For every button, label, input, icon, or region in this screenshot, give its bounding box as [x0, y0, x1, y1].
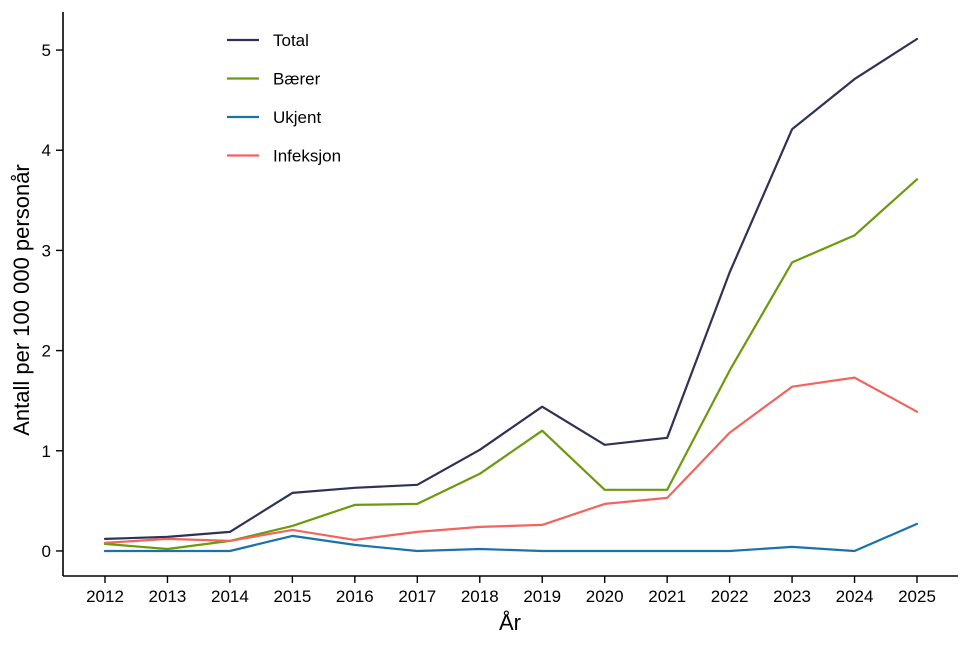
y-tick-label: 5: [42, 41, 51, 60]
x-axis-title: År: [499, 610, 521, 635]
legend-label: Total: [273, 31, 309, 50]
x-tick-label: 2012: [86, 587, 124, 606]
x-tick-label: 2017: [398, 587, 436, 606]
series-line-ukjent: [103, 522, 919, 553]
legend-label: Bærer: [273, 70, 321, 89]
x-tick-label: 2025: [898, 587, 936, 606]
x-tick-label: 2024: [836, 587, 874, 606]
x-tick-label: 2020: [586, 587, 624, 606]
x-tick-label: 2018: [461, 587, 499, 606]
x-ticks: 2012 2013 2014 2015 2016 2017 2018 2019 2020 2021…: [86, 576, 936, 606]
legend-label: Infeksjon: [273, 147, 341, 166]
y-tick-label: 3: [42, 241, 51, 260]
series-lines: [103, 37, 919, 553]
y-tick-label: 2: [42, 342, 51, 361]
series-line-total: [103, 37, 919, 541]
series-line-infeksjon: [103, 376, 919, 545]
x-tick-label: 2014: [211, 587, 249, 606]
x-tick-label: 2015: [273, 587, 311, 606]
axes: [62, 12, 958, 577]
y-tick-label: 0: [42, 542, 51, 561]
x-tick-label: 2019: [523, 587, 561, 606]
x-tick-label: 2013: [149, 587, 187, 606]
y-tick-label: 1: [42, 442, 51, 461]
x-tick-label: 2023: [773, 587, 811, 606]
y-tick-label: 4: [42, 141, 51, 160]
x-tick-label: 2022: [711, 587, 749, 606]
x-tick-label: 2021: [648, 587, 686, 606]
y-ticks: 0 1 2 3 4 5: [42, 41, 63, 561]
legend: Total Bærer Ukjent Infeksjon: [227, 31, 341, 166]
series-line-bærer: [103, 178, 919, 551]
y-axis-title: Antall per 100 000 personår: [9, 164, 34, 436]
x-tick-label: 2016: [336, 587, 374, 606]
legend-label: Ukjent: [273, 108, 321, 127]
